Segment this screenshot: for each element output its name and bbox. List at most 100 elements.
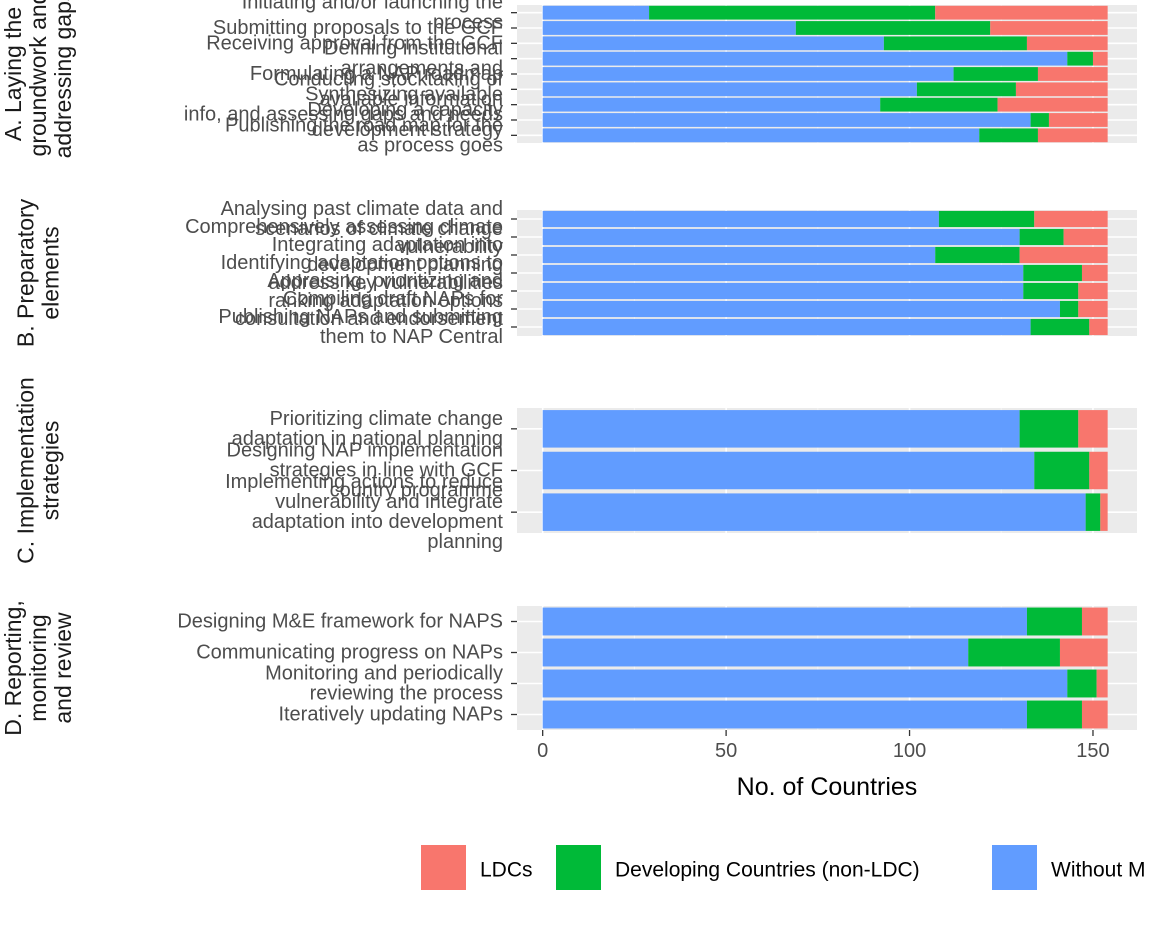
legend-key-dev [556, 845, 601, 890]
bar-segment-dev [979, 128, 1038, 143]
bar-segment-without [542, 97, 881, 112]
bar-segment-ldc [1026, 36, 1108, 51]
y-tick-label: vulnerability and integrate [275, 491, 503, 513]
bar-segment-dev [795, 21, 991, 35]
bar-segment-without [542, 210, 939, 228]
bar-segment-without [542, 607, 1027, 636]
y-tick-label: Publishing NAPs and submitting [218, 306, 503, 328]
y-tick-label: country programme [330, 480, 503, 502]
bar-segment-ldc [1081, 700, 1108, 729]
bar-segment-ldc [1037, 128, 1108, 143]
y-tick-label: adaptation into development [252, 511, 504, 533]
x-tick-label: 150 [1076, 740, 1109, 762]
facet-label: B. Preparatory [13, 198, 39, 347]
facet-label: monitoring [25, 614, 51, 721]
legend-label-ldc: LDCs [480, 859, 533, 882]
bar-segment-dev [935, 246, 1020, 264]
x-axis-title: No. of Countries [737, 773, 918, 801]
facet-label: A. Laying the [0, 7, 26, 141]
facet-label: strategies [38, 421, 64, 521]
bar-segment-dev [1067, 669, 1097, 698]
bar-segment-dev [1026, 607, 1082, 636]
y-tick-label: Submitting proposals to the GCF [213, 17, 503, 39]
facet-label: groundwork and [25, 0, 51, 156]
bar-segment-without [542, 700, 1027, 729]
bar-segment-ldc [1078, 410, 1108, 448]
y-tick-label: development planning [307, 254, 503, 276]
y-tick-label: scenarios of climate change [255, 218, 503, 240]
x-tick-label: 100 [893, 740, 926, 762]
y-tick-label: Comprehensively assessing climate [185, 216, 503, 238]
bar-segment-without [542, 5, 650, 20]
bar-segment-ldc [1063, 228, 1108, 246]
y-tick-label: adaptation in national planning [232, 428, 503, 450]
y-tick-label: strategies in line with GCF [270, 460, 503, 482]
bar-segment-without [542, 228, 1020, 246]
bar-segment-ldc [1081, 264, 1108, 282]
y-tick-label: consultation and endorsement [235, 308, 503, 330]
y-tick-label: Receiving approval from the GCF [206, 32, 503, 54]
bar-segment-without [542, 51, 1068, 66]
y-tick-label: Designing NAP implementation [227, 440, 503, 462]
y-tick-label: info, and assessing gaps and needs [184, 104, 503, 126]
legend-label-without: Without M [1051, 859, 1146, 882]
y-tick-label: Analysing past climate data and [221, 198, 503, 220]
bar-segment-ldc [1092, 51, 1108, 66]
y-tick-label: development strategy [312, 119, 503, 141]
y-tick-label: Communicating progress on NAPs [196, 642, 503, 664]
bar-segment-dev [1026, 700, 1082, 729]
legend-key-ldc [421, 845, 466, 890]
bar-segment-ldc [1078, 300, 1108, 318]
y-tick-label: available information [320, 88, 503, 110]
bar-segment-ldc [1048, 113, 1108, 127]
bar-segment-without [542, 21, 796, 35]
y-tick-label: Publishing the road map for the [225, 114, 503, 136]
bar-segment-without [542, 493, 1086, 531]
facet-label: elements [38, 226, 64, 319]
bar-segment-dev [1019, 410, 1079, 448]
bar-segment-without [542, 410, 1020, 448]
y-tick-label: ranking adaptation options [268, 290, 503, 312]
legend-label-dev: Developing Countries (non-LDC) [615, 859, 920, 882]
x-tick-label: 50 [715, 740, 737, 762]
bar-segment-dev [1023, 264, 1082, 282]
bar-segment-dev [1030, 113, 1049, 127]
bar-segment-ldc [990, 21, 1108, 35]
bar-segment-without [542, 451, 1035, 490]
y-tick-label: Developing a capacity [307, 99, 503, 121]
bar-segment-ldc [1089, 451, 1108, 490]
y-tick-label: Synthesizing available [305, 84, 503, 106]
bar-segment-dev [916, 82, 1016, 97]
legend-key-without [992, 845, 1037, 890]
x-tick-label: 0 [537, 740, 548, 762]
y-tick-label: Conducting stocktaking of [274, 68, 503, 90]
y-tick-label: address key vulnerabilities [268, 272, 503, 294]
bar-segment-dev [1067, 51, 1093, 66]
bar-segment-ldc [1096, 669, 1108, 698]
facet-label: D. Reporting, [0, 600, 26, 736]
bar-segment-ldc [1081, 607, 1108, 636]
bar-segment-ldc [1015, 82, 1108, 97]
bar-segment-dev [1019, 228, 1064, 246]
bar-segment-without [542, 300, 1060, 318]
y-tick-label: Identifying adaptation options to [221, 252, 503, 274]
y-tick-label: Designing M&E framework for NAPS [177, 611, 503, 633]
y-tick-label: Implementing actions to reduce [225, 471, 503, 493]
y-tick-label: as process goes [357, 134, 503, 156]
y-tick-label: Iteratively updating NAPs [278, 704, 503, 726]
y-tick-label: Monitoring and periodically [265, 663, 503, 685]
bar-segment-ldc [1037, 67, 1108, 81]
bar-segment-ldc [1078, 282, 1108, 300]
bar-segment-dev [1023, 282, 1079, 300]
facet-label: C. Implementation [13, 377, 39, 564]
bar-segment-without [542, 82, 917, 97]
bar-segment-without [542, 282, 1024, 300]
facet-label: addressing gaps [50, 0, 76, 158]
y-tick-label: planning [427, 531, 503, 553]
bar-segment-ldc [1034, 210, 1108, 228]
bar-segment-dev [938, 210, 1035, 228]
bar-segment-ldc [997, 97, 1108, 112]
y-tick-label: Formulating a NAP roadmap [250, 63, 503, 85]
